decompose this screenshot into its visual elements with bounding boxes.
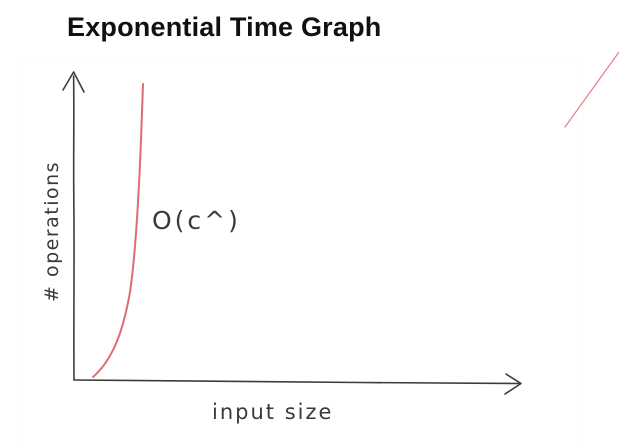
x-axis-label: input size [212,400,333,424]
decorative-accent-line [564,51,619,128]
slide-title: Exponential Time Graph [67,12,382,42]
y-axis-label: # operations [41,161,63,302]
y-axis-arrowhead [62,71,85,93]
x-axis [73,379,521,385]
curve-label: O(c^) [152,206,241,235]
x-axis-arrowhead [504,373,522,395]
exponential-curve [92,83,144,378]
